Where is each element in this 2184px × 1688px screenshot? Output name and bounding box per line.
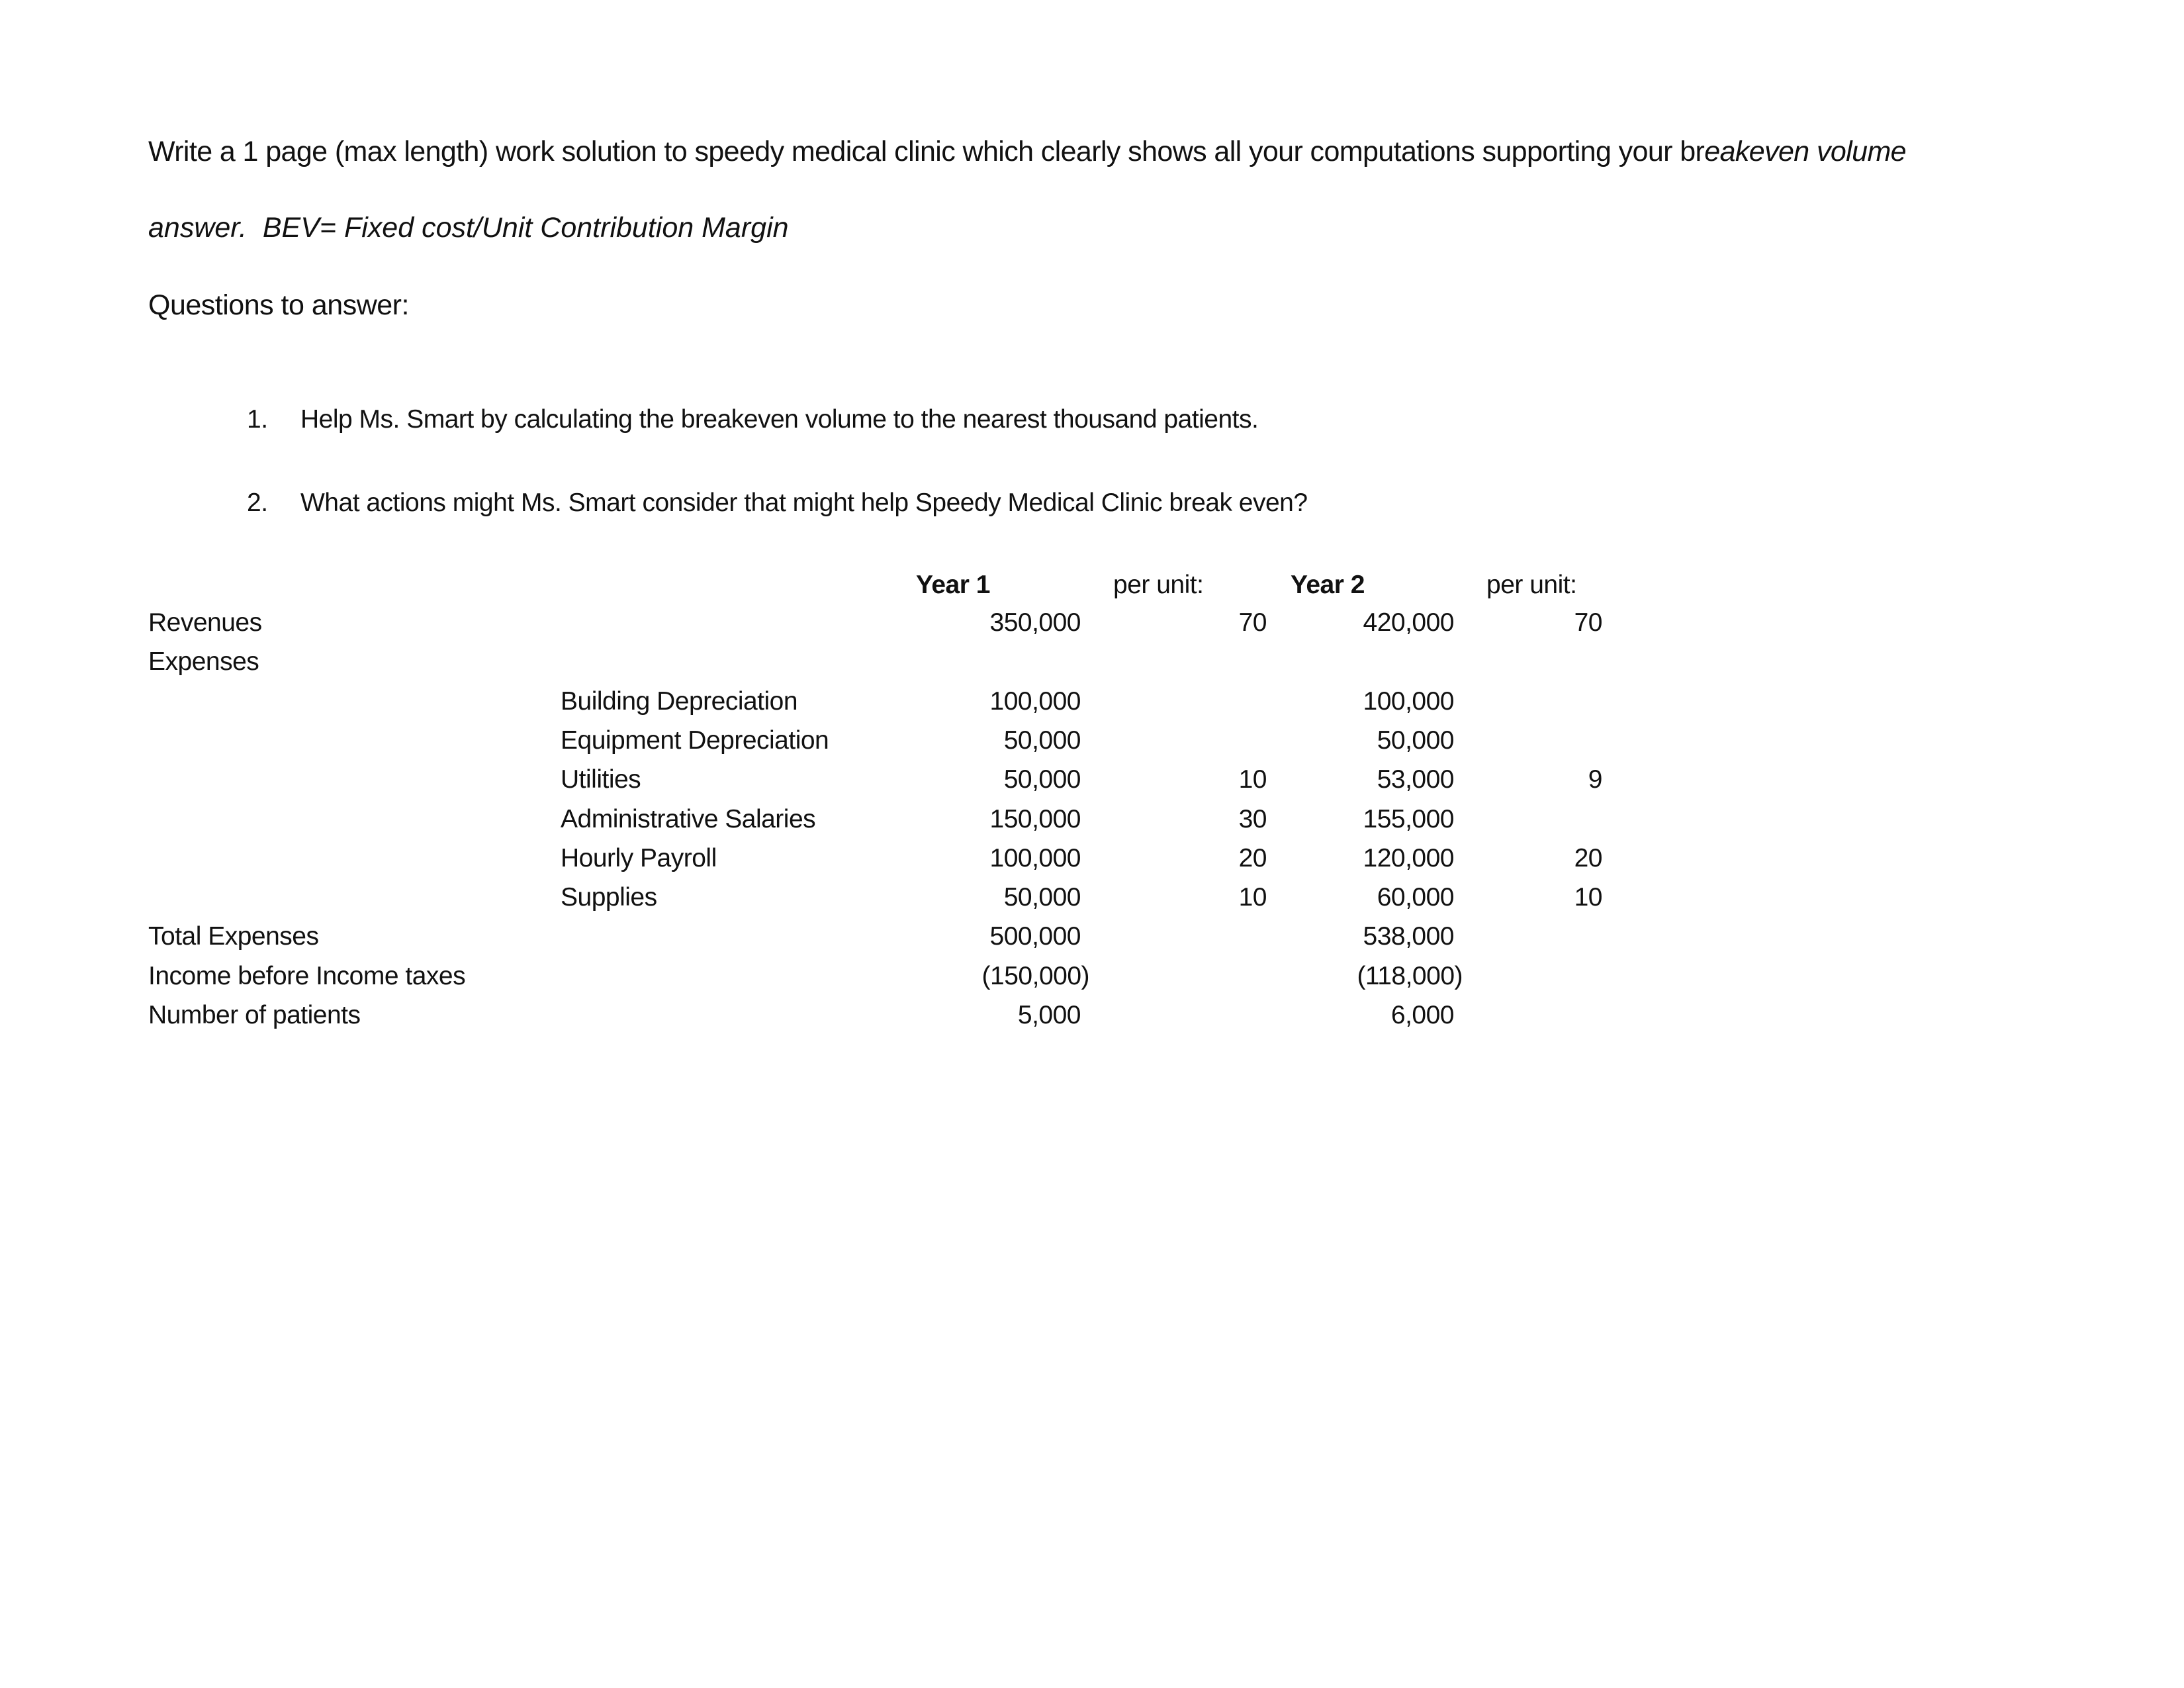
cell-year1: 100,000 [989, 686, 1081, 716]
row-label: Expenses [148, 647, 259, 677]
cell-year1: 50,000 [1003, 765, 1081, 794]
cell-year2: 53,000 [1377, 765, 1455, 794]
expense-item-label: Administrative Salaries [561, 804, 816, 833]
cell-year2: (118,000) [1357, 961, 1463, 990]
expense-item-label: Utilities [561, 765, 641, 794]
question-2-text: What actions might Ms. Smart consider th… [300, 489, 1308, 517]
cell-year1: (150,000) [981, 961, 1090, 990]
question-2-number: 2. [247, 489, 268, 517]
header-year-1: Year 1 [916, 571, 990, 599]
cell-year2: 60,000 [1377, 883, 1455, 912]
row-label: Revenues [148, 608, 262, 637]
expense-item-label: Equipment Depreciation [561, 726, 829, 755]
expense-item-label: Supplies [561, 883, 657, 912]
cell-pu2: 70 [1574, 608, 1603, 637]
cell-pu1: 10 [1238, 883, 1267, 912]
cell-pu1: 10 [1238, 765, 1267, 794]
cell-year2: 120,000 [1363, 843, 1455, 872]
cell-pu2: 20 [1574, 843, 1603, 872]
question-1-text: Help Ms. Smart by calculating the breake… [300, 405, 1259, 434]
cell-pu2: 10 [1574, 883, 1603, 912]
cell-year1: 5,000 [1017, 1001, 1081, 1029]
cell-year1: 50,000 [1003, 883, 1081, 912]
instruction-line-1: Write a 1 page (max length) work solutio… [148, 136, 2184, 168]
cell-year2: 50,000 [1377, 726, 1455, 755]
cell-year2: 100,000 [1363, 686, 1455, 716]
instruction-text: Write a 1 page (max length) work solutio… [148, 136, 1705, 167]
cell-year2: 6,000 [1390, 1001, 1455, 1029]
header-per-unit-1: per unit: [1113, 571, 1204, 599]
answer-label: answer. [148, 212, 247, 244]
question-1-number: 1. [247, 405, 268, 434]
cell-year2: 155,000 [1363, 804, 1455, 833]
cell-year2: 420,000 [1363, 608, 1455, 637]
cell-pu2: 9 [1588, 765, 1603, 794]
cell-year1: 150,000 [989, 804, 1081, 833]
row-label: Number of patients [148, 1001, 361, 1029]
cell-year1: 500,000 [989, 922, 1081, 951]
cell-year1: 350,000 [989, 608, 1081, 637]
row-label: Income before Income taxes [148, 961, 466, 990]
cell-pu1: 30 [1238, 804, 1267, 833]
row-label: Total Expenses [148, 922, 319, 951]
cell-year1: 100,000 [989, 843, 1081, 872]
bev-formula: BEV= Fixed cost/Unit Contribution Margin [262, 212, 789, 244]
cell-year1: 50,000 [1003, 726, 1081, 755]
expense-item-label: Building Depreciation [561, 686, 798, 716]
header-year-2: Year 2 [1291, 571, 1365, 599]
instruction-italic-text: eakeven volume [1704, 136, 1906, 167]
expense-item-label: Hourly Payroll [561, 843, 717, 872]
header-per-unit-2: per unit: [1486, 571, 1577, 599]
cell-pu1: 20 [1238, 843, 1267, 872]
cell-pu1: 70 [1238, 608, 1267, 637]
cell-year2: 538,000 [1363, 922, 1455, 951]
instruction-line-2: answer. BEV= Fixed cost/Unit Contributio… [148, 212, 789, 244]
questions-heading: Questions to answer: [148, 289, 409, 321]
